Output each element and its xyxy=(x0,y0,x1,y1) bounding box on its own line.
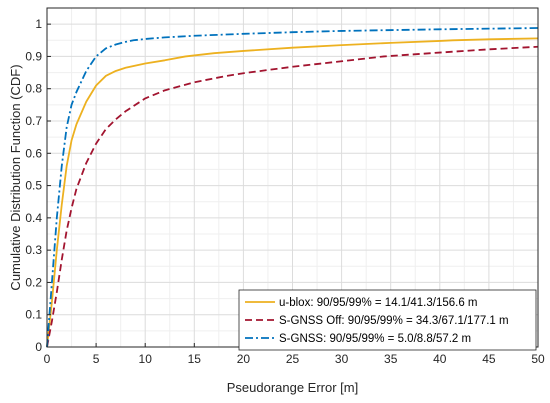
legend: u-blox: 90/95/99% = 14.1/41.3/156.6 m S-G… xyxy=(238,289,537,351)
series-lines xyxy=(46,27,539,348)
x-tick-label: 0 xyxy=(44,352,51,366)
y-tick-label: 0 xyxy=(35,340,42,354)
x-tick-label: 50 xyxy=(531,352,545,366)
legend-label: S-GNSS Off: 90/95/99% = 34.3/67.1/177.1 … xyxy=(279,315,509,327)
legend-box xyxy=(238,289,537,351)
y-tick-label: 1 xyxy=(35,17,42,31)
x-tick-label: 20 xyxy=(237,352,251,366)
series-line-2 xyxy=(46,45,539,348)
x-tick-label: 45 xyxy=(482,352,496,366)
x-tick-label: 30 xyxy=(335,352,349,366)
series-line-3 xyxy=(46,27,539,348)
y-axis-label: Cumulative Distribution Function (CDF) xyxy=(8,64,23,290)
x-tick-label: 25 xyxy=(286,352,300,366)
legend-label: u-blox: 90/95/99% = 14.1/41.3/156.6 m xyxy=(279,297,478,309)
series-line-1 xyxy=(46,37,539,348)
y-tick-label: 0.5 xyxy=(25,179,42,193)
y-tick-label: 0.4 xyxy=(25,211,42,225)
legend-label: S-GNSS: 90/95/99% = 5.0/8.8/57.2 m xyxy=(279,333,471,345)
x-tick-label: 40 xyxy=(433,352,447,366)
y-tick-label: 0.6 xyxy=(25,146,42,160)
y-tick-label: 0.2 xyxy=(25,275,42,289)
axis-ticks: 0 5 10 15 20 25 30 35 40 45 50 0 0.1 0.2 0.3 0.4 0.5 0.6 0… xyxy=(25,17,545,366)
y-tick-label: 0.1 xyxy=(25,308,42,322)
x-axis-label: Pseudorange Error [m] xyxy=(227,380,359,395)
x-tick-label: 5 xyxy=(93,352,100,366)
y-tick-label: 0.9 xyxy=(25,49,42,63)
y-tick-label: 0.3 xyxy=(25,243,42,257)
y-tick-label: 0.8 xyxy=(25,82,42,96)
x-tick-label: 10 xyxy=(139,352,153,366)
y-tick-label: 0.7 xyxy=(25,114,42,128)
x-tick-label: 35 xyxy=(384,352,398,366)
x-tick-label: 15 xyxy=(188,352,202,366)
